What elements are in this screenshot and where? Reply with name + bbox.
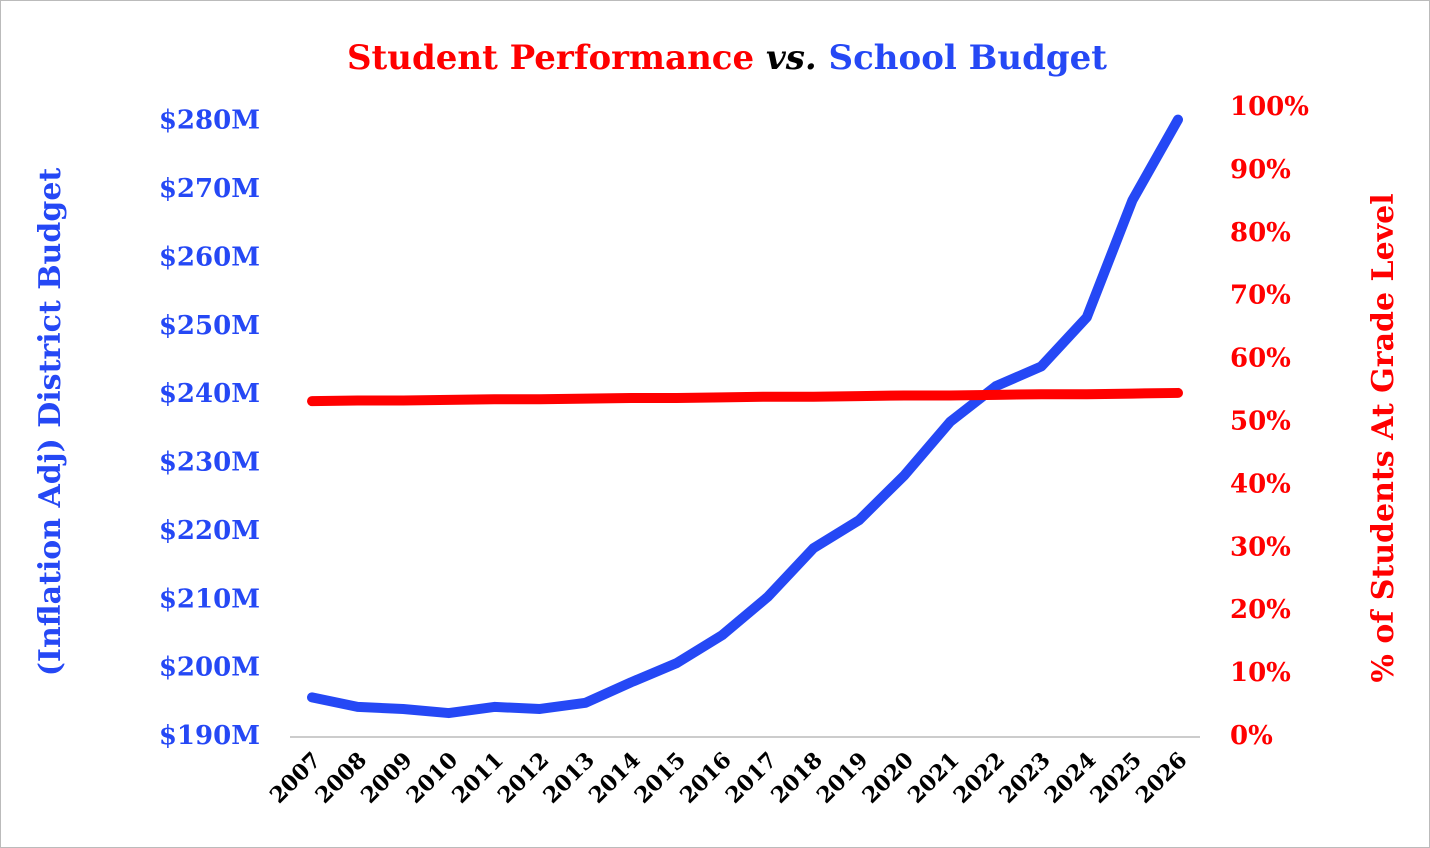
line-series: [307, 387, 1183, 407]
y2-tick-label: 40%: [1230, 469, 1291, 499]
y-tick-label: $250M: [159, 311, 260, 341]
title-part: Student Performance: [347, 38, 754, 78]
y2-axis-label: % of Students At Grade Level: [1366, 193, 1401, 682]
y-tick-label: $240M: [159, 379, 260, 409]
y-tick-label: $280M: [159, 106, 260, 136]
y2-tick-label: 30%: [1230, 532, 1291, 562]
y-tick-label: $210M: [159, 584, 260, 614]
y-tick-label: $220M: [159, 516, 260, 546]
y-tick-label: $260M: [159, 242, 260, 272]
y2-tick-label: 80%: [1230, 218, 1291, 248]
y-tick-label: $200M: [159, 653, 260, 683]
y2-tick-label: 60%: [1230, 344, 1291, 374]
y-axis-label: (Inflation Adj) District Budget: [33, 168, 68, 677]
y2-tick-label: 20%: [1230, 595, 1291, 625]
y2-tick-label: 70%: [1230, 281, 1291, 311]
y-tick-label: $230M: [159, 448, 260, 478]
line-series: [307, 114, 1183, 719]
y-tick-label: $270M: [159, 174, 260, 204]
y2-tick-label: 90%: [1230, 155, 1291, 185]
y2-tick-label: 10%: [1230, 658, 1291, 688]
y2-tick-label: 50%: [1230, 407, 1291, 437]
title-part: School Budget: [829, 38, 1108, 78]
chart-title: Student Performance vs. School Budget: [347, 38, 1107, 78]
title-part: vs.: [766, 38, 817, 78]
y2-tick-label: 0%: [1230, 721, 1273, 751]
y2-tick-label: 100%: [1230, 92, 1309, 122]
y-tick-label: $190M: [159, 721, 260, 751]
